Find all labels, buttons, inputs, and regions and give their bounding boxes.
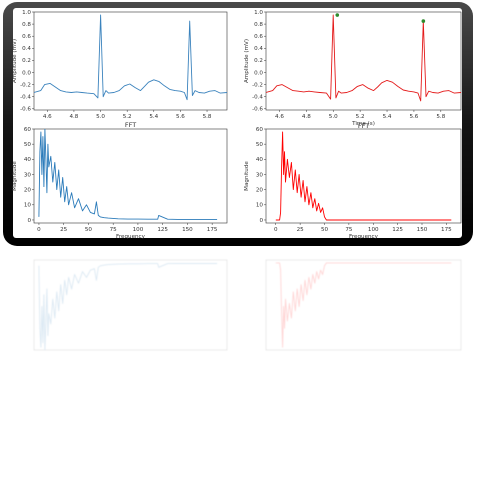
x-tick-label: 100 xyxy=(368,227,379,233)
x-tick-label: 150 xyxy=(182,227,193,233)
chart-panel-top-left: 4.6 4.8 5.0 5.2 5.4 5.6 5.8 1.0 0.8 0.6 0.4 0.2 0.0 -… xyxy=(12,10,228,129)
y-tick-label: 1.0 xyxy=(22,10,31,16)
x-tick-label: 0 xyxy=(274,227,278,233)
y-tick-label: -0.6 xyxy=(252,107,263,113)
y-tick-label: 0.4 xyxy=(22,46,31,52)
y-tick-label: 0.4 xyxy=(254,46,263,52)
series-line xyxy=(266,14,461,102)
y-axis-label: Magnitude xyxy=(244,161,250,191)
x-tick-label: 175 xyxy=(207,227,218,233)
y-tick-label: 0.0 xyxy=(254,70,263,76)
x-tick-label: 4.6 xyxy=(275,114,284,120)
peak-marker xyxy=(335,13,340,17)
y-tick-label: 0 xyxy=(27,218,31,224)
x-axis-label: Time (s) xyxy=(351,121,375,127)
series-line xyxy=(38,263,218,350)
x-tick-label: 5.6 xyxy=(176,114,185,120)
x-tick-label: 4.8 xyxy=(69,114,78,120)
y-tick-label: 40 xyxy=(256,157,264,163)
y-tick-label: 10 xyxy=(24,203,32,209)
chart-title: FFT xyxy=(358,122,369,130)
x-tick-label: 125 xyxy=(157,227,168,233)
x-tick-label: 150 xyxy=(417,227,428,233)
x-tick-label: 4.6 xyxy=(43,114,52,120)
x-tick-label: 5.0 xyxy=(329,114,338,120)
x-tick-label: 50 xyxy=(321,227,329,233)
y-tick-label: -0.2 xyxy=(252,82,263,88)
y-tick-label: 0.0 xyxy=(22,70,31,76)
x-tick-label: 75 xyxy=(110,227,118,233)
x-axis-label: Frequency xyxy=(116,234,146,240)
y-tick-label: 40 xyxy=(24,157,32,163)
y-tick-label: -0.6 xyxy=(20,107,31,113)
series-line xyxy=(38,129,218,220)
chart-panel-bottom-left: 0 25 50 75 100 125 150 175 0 10 20 30 40 50 60 Frequenc… xyxy=(12,127,228,240)
x-tick-label: 5.0 xyxy=(96,114,105,120)
y-tick-label: 30 xyxy=(24,172,32,178)
y-tick-label: 0.8 xyxy=(254,22,263,28)
y-tick-label: 60 xyxy=(24,127,32,133)
dashboard-frame: 4.6 4.8 5.0 5.2 5.4 5.6 5.8 1.0 0.8 0.6 0.4 0.2 0.0 -… xyxy=(3,2,473,246)
x-tick-label: 5.2 xyxy=(123,114,132,120)
y-tick-label: 0 xyxy=(259,218,263,224)
y-tick-label: -0.4 xyxy=(20,94,31,100)
plot-area xyxy=(265,259,462,351)
x-tick-label: 5.4 xyxy=(149,114,158,120)
chart-panel-top-right: 4.6 4.8 5.0 5.2 5.4 5.6 5.8 1.0 0.8 0.6 0.4 0.2 0.0 -… xyxy=(244,10,462,127)
series-line xyxy=(275,131,452,221)
chart-panel-bottom-right xyxy=(265,259,462,351)
y-axis-label: Amplitude (mV) xyxy=(12,39,18,83)
y-tick-label: 1.0 xyxy=(254,10,263,16)
y-tick-label: -0.4 xyxy=(252,94,263,100)
series-line xyxy=(34,14,227,101)
x-tick-label: 5.8 xyxy=(436,114,445,120)
plot-area xyxy=(265,128,462,224)
x-tick-label: 5.8 xyxy=(203,114,212,120)
y-tick-label: 50 xyxy=(256,142,264,148)
y-tick-label: 30 xyxy=(256,172,264,178)
x-axis-label: Frequency xyxy=(349,234,379,240)
y-tick-label: 0.6 xyxy=(254,34,263,40)
x-axis-label: FFT xyxy=(125,121,136,129)
y-tick-label: 20 xyxy=(24,187,32,193)
plot-area xyxy=(265,11,462,111)
y-axis-label: Amplitude (mV) xyxy=(244,39,250,83)
x-tick-label: 5.4 xyxy=(383,114,392,120)
y-axis-label: Magnitude xyxy=(12,161,18,191)
y-tick-label: 60 xyxy=(256,127,264,133)
y-tick-label: 0.2 xyxy=(254,58,263,64)
chart-panel-bottom-left xyxy=(33,259,228,351)
y-tick-label: 10 xyxy=(256,203,264,209)
x-tick-label: 125 xyxy=(392,227,403,233)
plot-area xyxy=(33,259,228,351)
x-tick-label: 5.6 xyxy=(409,114,418,120)
x-tick-label: 75 xyxy=(345,227,353,233)
screen-reflection xyxy=(33,259,462,351)
y-tick-label: 20 xyxy=(256,187,264,193)
x-tick-label: 50 xyxy=(85,227,93,233)
x-tick-label: 175 xyxy=(441,227,452,233)
plot-area xyxy=(33,128,228,224)
x-tick-label: 100 xyxy=(133,227,144,233)
peak-marker xyxy=(421,19,426,23)
x-tick-label: 0 xyxy=(37,227,41,233)
x-tick-label: 5.2 xyxy=(356,114,365,120)
y-tick-label: -0.2 xyxy=(20,82,31,88)
x-tick-label: 25 xyxy=(297,227,305,233)
chart-panel-bottom-right: 0 25 50 75 100 125 150 175 0 10 20 30 40 50 60 Frequenc… xyxy=(244,122,462,240)
y-tick-label: 0.8 xyxy=(22,22,31,28)
y-tick-label: 50 xyxy=(24,142,32,148)
y-tick-label: 0.6 xyxy=(22,34,31,40)
x-tick-label: 4.8 xyxy=(302,114,311,120)
x-tick-label: 25 xyxy=(60,227,68,233)
series-line xyxy=(275,262,452,348)
y-tick-label: 0.2 xyxy=(22,58,31,64)
plot-area xyxy=(33,11,228,111)
